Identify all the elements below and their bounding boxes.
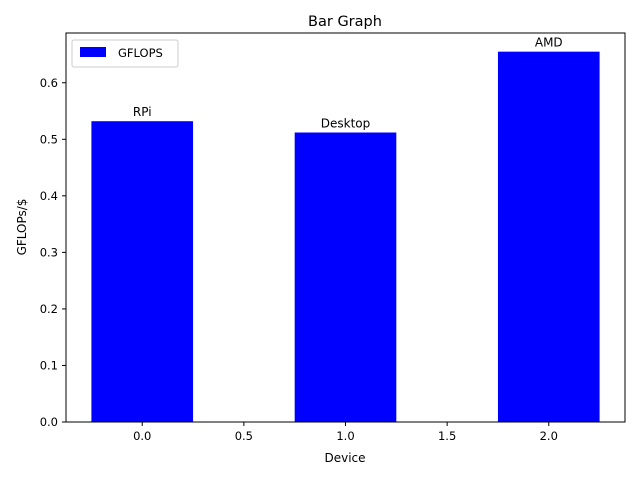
bar-labels-group: RPi Desktop AMD	[133, 36, 563, 131]
x-tick-label: 1.0	[336, 429, 354, 443]
bars-group	[91, 51, 600, 422]
y-tick-label: 0.0	[40, 415, 58, 429]
bar-label-desktop: Desktop	[321, 117, 371, 131]
bar-label-amd: AMD	[535, 36, 563, 50]
chart-title: Bar Graph	[308, 14, 382, 30]
y-tick-label: 0.6	[40, 76, 58, 90]
bar-amd	[497, 51, 600, 422]
y-axis-ticks: 0.0 0.1 0.2 0.3 0.4 0.5 0.6	[40, 76, 66, 429]
x-axis-ticks: 0.0 0.5 1.0 1.5 2.0	[133, 422, 558, 443]
legend-label: GFLOPS	[118, 46, 163, 60]
x-tick-label: 0.0	[133, 429, 151, 443]
bar-label-rpi: RPi	[133, 105, 152, 119]
legend-swatch	[80, 47, 106, 57]
legend: GFLOPS	[71, 39, 179, 68]
y-axis-label: GFLOPs/$	[15, 199, 29, 256]
x-tick-label: 1.5	[438, 429, 456, 443]
y-tick-label: 0.1	[40, 358, 58, 372]
x-tick-label: 2.0	[540, 429, 558, 443]
y-tick-label: 0.5	[40, 132, 58, 146]
bar-rpi	[91, 121, 194, 422]
bar-desktop	[294, 132, 397, 422]
x-axis-label: Device	[324, 451, 365, 465]
x-tick-label: 0.5	[235, 429, 253, 443]
y-tick-label: 0.3	[40, 245, 58, 259]
y-tick-label: 0.4	[40, 189, 58, 203]
legend-box	[71, 39, 179, 68]
y-tick-label: 0.2	[40, 302, 58, 316]
